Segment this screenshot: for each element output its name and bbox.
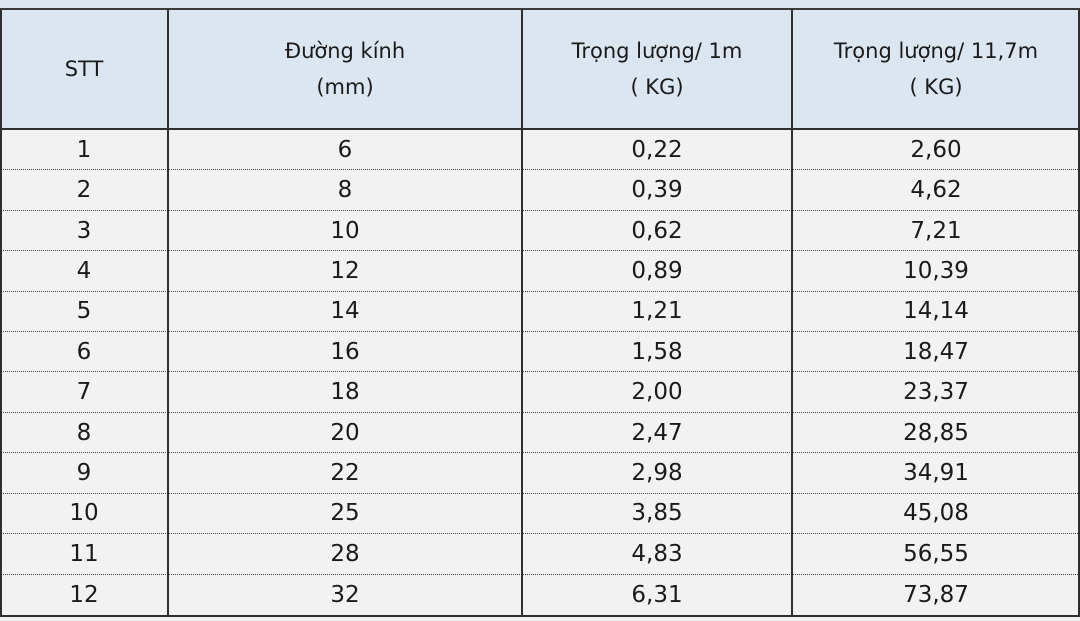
data-cell: 7,21 <box>792 211 1080 252</box>
data-cell: 9 <box>0 453 168 494</box>
data-cell: 28,85 <box>792 413 1080 454</box>
data-cell: 10 <box>0 494 168 535</box>
data-cell: 25 <box>168 494 522 535</box>
data-cell: 1,21 <box>522 292 792 333</box>
header-text: ( KG) <box>630 75 684 99</box>
data-cell: 28 <box>168 534 522 575</box>
top-band <box>0 0 1080 10</box>
data-cell: 18,47 <box>792 332 1080 373</box>
header-cell: Đường kính (mm) <box>168 10 522 128</box>
column-border <box>791 10 793 617</box>
data-cell: 8 <box>168 170 522 211</box>
data-cell: 4,62 <box>792 170 1080 211</box>
data-cell: 2 <box>0 170 168 211</box>
column-border <box>0 10 2 617</box>
data-cell: 45,08 <box>792 494 1080 535</box>
header-text: STT <box>64 57 104 81</box>
data-cell: 12 <box>168 251 522 292</box>
data-cell: 32 <box>330 581 360 608</box>
data-cell: 11 <box>0 534 168 575</box>
data-cell: 6,31 <box>631 581 683 608</box>
data-cell: 18 <box>168 373 522 413</box>
data-cell: 56,55 <box>792 534 1080 575</box>
header-text: Trọng lượng/ 11,7m <box>833 39 1039 63</box>
header-text: ( KG) <box>909 75 963 99</box>
column-border <box>1078 10 1080 617</box>
data-cell: 0,62 <box>522 211 792 252</box>
data-cell: 23,37 <box>792 373 1080 413</box>
data-cell: 12 <box>69 581 99 608</box>
header-cell: STT <box>0 10 168 128</box>
header-text: Trọng lượng/ 1m <box>571 39 743 63</box>
data-cell: 1 <box>0 130 168 171</box>
data-cell: 2,00 <box>522 373 792 413</box>
data-cell: 6 <box>0 332 168 373</box>
data-cell: 14 <box>168 292 522 333</box>
header-border <box>0 128 1080 130</box>
header-text: (mm) <box>316 75 374 99</box>
data-cell: 6 <box>168 130 522 171</box>
column-border <box>521 10 523 617</box>
data-cell: 1,58 <box>522 332 792 373</box>
header-cell: Trọng lượng/ 1m ( KG) <box>522 10 792 128</box>
data-cell: 4 <box>0 251 168 292</box>
header-text: Đường kính <box>284 39 406 63</box>
column-border <box>167 10 169 617</box>
data-cell: 73,87 <box>903 581 969 608</box>
data-cell: 0,22 <box>522 130 792 171</box>
data-cell: 20 <box>168 413 522 454</box>
data-cell: 5 <box>0 292 168 333</box>
data-cell: 4,83 <box>522 534 792 575</box>
data-cell: 34,91 <box>792 453 1080 494</box>
data-cell: 22 <box>168 453 522 494</box>
data-cell: 2,47 <box>522 413 792 454</box>
data-cell: 3 <box>0 211 168 252</box>
bottom-border <box>0 615 1080 617</box>
data-cell: 10 <box>168 211 522 252</box>
data-cell: 7 <box>0 373 168 413</box>
data-cell: 10,39 <box>792 251 1080 292</box>
data-cell: 8 <box>0 413 168 454</box>
data-cell: 3,85 <box>522 494 792 535</box>
header-cell: Trọng lượng/ 11,7m ( KG) <box>792 10 1080 128</box>
data-cell: 14,14 <box>792 292 1080 333</box>
data-cell: 2,60 <box>792 130 1080 171</box>
data-cell: 2,98 <box>522 453 792 494</box>
data-cell: 16 <box>168 332 522 373</box>
data-cell: 0,89 <box>522 251 792 292</box>
data-cell: 0,39 <box>522 170 792 211</box>
